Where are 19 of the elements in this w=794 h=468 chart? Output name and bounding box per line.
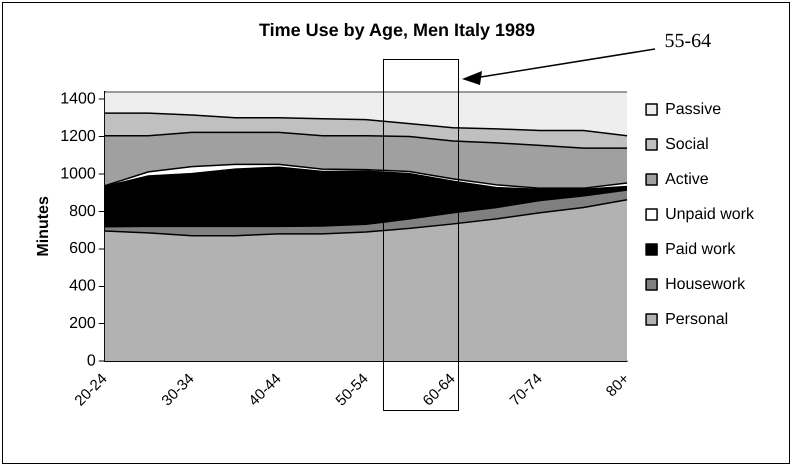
x-tick-label: 80+ bbox=[602, 370, 633, 400]
legend-label: Passive bbox=[665, 100, 722, 118]
y-tick-label: 200 bbox=[69, 315, 96, 332]
legend-label: Housework bbox=[665, 276, 746, 293]
legend-label: Active bbox=[665, 170, 709, 188]
text: 55-64 bbox=[664, 30, 712, 53]
y-tick-label: 1000 bbox=[60, 165, 96, 182]
y-tick-label: 0 bbox=[86, 352, 96, 370]
y-tick-label: 800 bbox=[69, 202, 96, 220]
y-tick-label: 400 bbox=[69, 278, 96, 295]
y-tick-label: 1400 bbox=[60, 90, 96, 108]
legend-label: Unpaid work bbox=[665, 206, 755, 223]
y-axis-title: Minutes bbox=[35, 196, 52, 257]
legend-label: Personal bbox=[665, 310, 728, 328]
y-tick-label: 1200 bbox=[60, 128, 96, 145]
chart-title: Time Use by Age, Men Italy 1989 bbox=[258, 20, 536, 40]
legend-label: Social bbox=[665, 136, 709, 153]
y-tick-label: 600 bbox=[69, 240, 96, 258]
legend-label: Paid work bbox=[665, 240, 736, 258]
